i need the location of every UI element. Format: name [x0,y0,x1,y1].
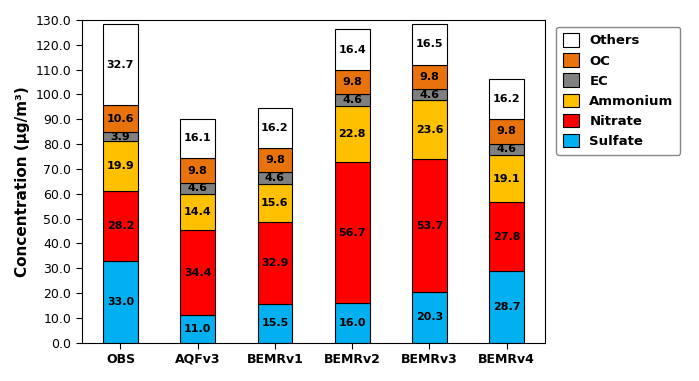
Bar [489,144,524,155]
Bar [489,202,524,271]
Text: 15.5: 15.5 [261,319,289,328]
Bar [412,101,447,159]
Bar [257,304,292,343]
Text: 14.4: 14.4 [184,207,212,217]
Text: 28.2: 28.2 [107,221,134,231]
Text: 27.8: 27.8 [493,232,520,242]
Bar [489,79,524,119]
Text: 16.1: 16.1 [184,133,212,144]
Bar [412,89,447,101]
Bar [412,24,447,65]
Bar [335,29,370,70]
Text: 16.4: 16.4 [338,45,366,54]
Text: 10.6: 10.6 [107,114,134,123]
Bar [257,172,292,184]
Text: 28.7: 28.7 [493,302,520,312]
Bar [103,261,138,343]
Bar [180,230,215,315]
Bar [103,191,138,261]
Text: 56.7: 56.7 [338,227,366,237]
Text: 16.2: 16.2 [261,123,289,133]
Bar [335,70,370,94]
Bar [257,184,292,223]
Text: 4.6: 4.6 [342,95,362,105]
Text: 3.9: 3.9 [110,131,130,141]
Text: 20.3: 20.3 [416,312,443,322]
Text: 19.9: 19.9 [106,161,134,171]
Text: 9.8: 9.8 [497,126,517,136]
Text: 32.9: 32.9 [261,258,289,268]
Text: 22.8: 22.8 [338,129,366,139]
Bar [412,65,447,89]
Text: 4.6: 4.6 [496,144,517,154]
Bar [489,119,524,144]
Bar [180,183,215,194]
Text: 23.6: 23.6 [416,125,443,134]
Bar [103,106,138,132]
Text: 4.6: 4.6 [419,90,440,100]
Bar [180,118,215,158]
Bar [335,106,370,162]
Text: 11.0: 11.0 [184,324,211,334]
Text: 16.5: 16.5 [416,39,443,49]
Bar [103,141,138,191]
Bar [335,303,370,343]
Text: 19.1: 19.1 [493,174,521,184]
Bar [335,94,370,106]
Legend: Others, OC, EC, Ammonium, Nitrate, Sulfate: Others, OC, EC, Ammonium, Nitrate, Sulfa… [556,27,680,155]
Bar [335,162,370,303]
Bar [257,223,292,304]
Y-axis label: Concentration (μg/m³): Concentration (μg/m³) [15,86,30,277]
Bar [180,158,215,183]
Bar [180,315,215,343]
Text: 33.0: 33.0 [107,297,134,307]
Bar [489,271,524,343]
Text: 16.2: 16.2 [493,94,521,104]
Text: 15.6: 15.6 [261,198,289,208]
Bar [257,148,292,172]
Text: 16.0: 16.0 [338,318,366,328]
Text: 9.8: 9.8 [419,72,439,82]
Text: 4.6: 4.6 [188,184,208,194]
Bar [180,194,215,230]
Text: 32.7: 32.7 [107,60,134,70]
Bar [412,159,447,292]
Text: 34.4: 34.4 [184,267,212,278]
Text: 9.8: 9.8 [188,166,208,176]
Text: 4.6: 4.6 [265,173,285,183]
Bar [103,24,138,106]
Bar [257,108,292,148]
Text: 9.8: 9.8 [265,155,285,165]
Bar [489,155,524,202]
Bar [103,132,138,141]
Bar [412,292,447,343]
Text: 53.7: 53.7 [416,221,443,231]
Text: 9.8: 9.8 [343,77,362,87]
